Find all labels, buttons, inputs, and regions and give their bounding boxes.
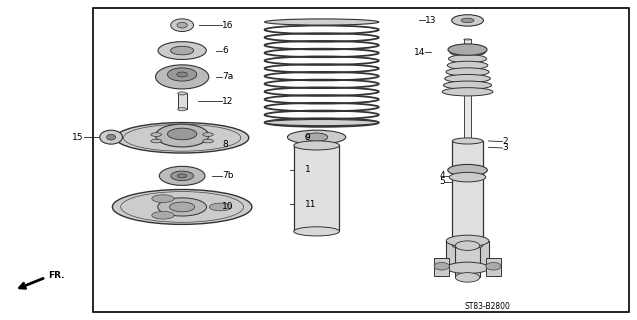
Ellipse shape (486, 262, 501, 270)
Text: 2: 2 (503, 137, 508, 146)
Text: 4: 4 (440, 172, 445, 180)
Ellipse shape (203, 133, 213, 136)
Ellipse shape (106, 134, 115, 140)
Ellipse shape (158, 198, 206, 216)
Ellipse shape (151, 139, 162, 143)
Ellipse shape (443, 81, 492, 89)
Ellipse shape (446, 68, 489, 76)
Ellipse shape (152, 195, 174, 203)
Ellipse shape (178, 92, 187, 95)
Ellipse shape (452, 243, 483, 249)
Ellipse shape (449, 172, 486, 182)
Ellipse shape (464, 39, 471, 40)
Ellipse shape (158, 42, 206, 60)
Ellipse shape (169, 202, 195, 212)
Ellipse shape (210, 203, 232, 211)
Ellipse shape (151, 133, 162, 136)
Ellipse shape (448, 44, 487, 55)
Text: 13: 13 (425, 16, 436, 25)
Ellipse shape (178, 174, 187, 178)
Bar (455, 246, 480, 277)
Ellipse shape (100, 130, 122, 144)
Ellipse shape (448, 164, 487, 176)
Ellipse shape (171, 171, 194, 180)
Text: FR.: FR. (48, 271, 64, 280)
Bar (464, 39, 471, 144)
Text: 3: 3 (503, 143, 508, 152)
Bar (447, 241, 489, 268)
Ellipse shape (447, 262, 489, 274)
Text: 9: 9 (304, 133, 310, 142)
Bar (178, 93, 187, 109)
Text: 6: 6 (222, 46, 228, 55)
Bar (94, 8, 629, 312)
Ellipse shape (434, 262, 449, 270)
Bar (434, 258, 449, 276)
Text: 8: 8 (222, 140, 228, 149)
Text: 12: 12 (222, 97, 234, 106)
Ellipse shape (452, 15, 483, 26)
Ellipse shape (445, 75, 490, 83)
Ellipse shape (168, 128, 197, 140)
Ellipse shape (115, 123, 248, 153)
Text: 5: 5 (440, 177, 445, 186)
Ellipse shape (264, 19, 379, 25)
Ellipse shape (178, 108, 187, 111)
Ellipse shape (264, 119, 379, 126)
Ellipse shape (177, 72, 187, 77)
Text: 1: 1 (304, 165, 310, 174)
Ellipse shape (455, 241, 480, 251)
Ellipse shape (203, 139, 213, 143)
Text: 15: 15 (73, 133, 84, 142)
Ellipse shape (177, 22, 187, 28)
Ellipse shape (155, 65, 209, 89)
Text: 7b: 7b (222, 172, 234, 180)
Ellipse shape (152, 212, 174, 219)
Text: 14: 14 (413, 48, 425, 57)
Ellipse shape (448, 55, 487, 63)
Ellipse shape (306, 133, 327, 141)
Text: 7a: 7a (222, 72, 233, 81)
Ellipse shape (159, 166, 205, 185)
Ellipse shape (171, 19, 194, 32)
Ellipse shape (461, 18, 474, 23)
Ellipse shape (294, 141, 340, 150)
Text: 16: 16 (222, 21, 234, 30)
Ellipse shape (452, 138, 483, 144)
Bar (452, 141, 483, 246)
Bar (486, 258, 501, 276)
Ellipse shape (294, 227, 340, 236)
Ellipse shape (287, 130, 346, 144)
Ellipse shape (450, 48, 485, 56)
Ellipse shape (171, 46, 194, 55)
Bar (294, 145, 340, 231)
Ellipse shape (442, 88, 493, 96)
Ellipse shape (112, 189, 252, 224)
Ellipse shape (447, 235, 489, 247)
Ellipse shape (455, 273, 480, 282)
Text: 11: 11 (304, 200, 316, 209)
Text: ST83-B2800: ST83-B2800 (464, 302, 510, 311)
Ellipse shape (168, 68, 197, 81)
Ellipse shape (155, 124, 209, 147)
Ellipse shape (447, 61, 488, 69)
Text: 10: 10 (222, 203, 234, 212)
